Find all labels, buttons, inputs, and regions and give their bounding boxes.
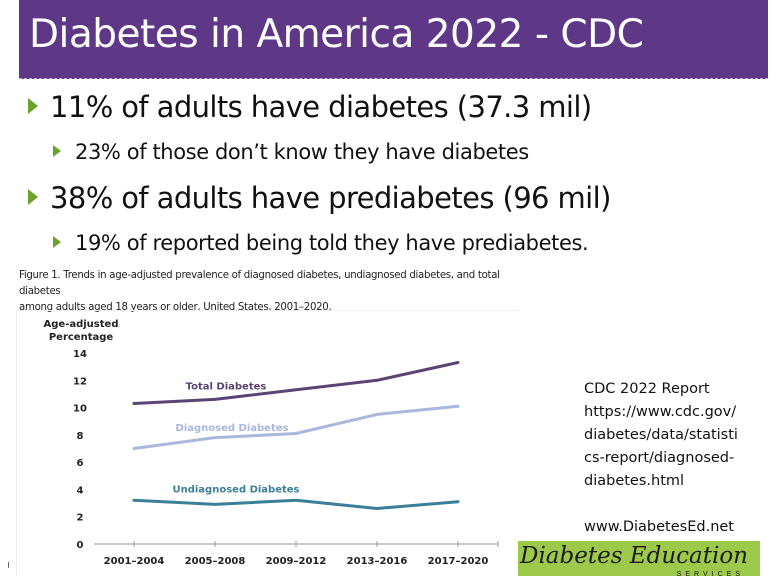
source-link[interactable]: diabetes.html [584,470,764,493]
y-axis-label: Percentage [49,332,114,343]
source-citation: CDC 2022 Report https://www.cdc.gov/ dia… [584,378,764,539]
stray-mark [8,562,9,568]
website-link[interactable]: www.DiabetesEd.net [584,516,764,539]
y-tick-label: 6 [77,458,84,469]
series-line-0 [134,363,458,404]
source-line: CDC 2022 Report [584,378,764,401]
x-tick-label: 2013–2016 [347,556,408,567]
x-tick-label: 2005–2008 [185,556,246,567]
x-tick-label: 2017–2020 [428,556,489,567]
y-tick-label: 2 [77,513,84,524]
source-link[interactable]: https://www.cdc.gov/ [584,401,764,424]
y-tick-label: 0 [77,540,84,551]
y-tick-label: 12 [73,376,87,387]
logo-text: Diabetes Education [520,543,748,569]
source-link[interactable]: cs-report/diagnosed- [584,447,764,470]
y-tick-label: 8 [77,431,84,442]
y-tick-label: 4 [77,485,84,496]
series-line-2 [134,500,458,508]
source-link[interactable]: diabetes/data/statisti [584,424,764,447]
x-tick-label: 2001–2004 [104,556,165,567]
series-label: Diagnosed Diabetes [176,423,289,434]
series-label: Total Diabetes [186,381,267,392]
x-tick-label: 2009–2012 [266,556,327,567]
series-label: Undiagnosed Diabetes [172,484,299,495]
y-axis-label: Age-adjusted [44,319,119,330]
diabetes-education-logo: Diabetes Education SERVICES [518,541,760,576]
y-tick-label: 10 [73,404,87,415]
logo-subtext: SERVICES [677,571,744,578]
y-tick-label: 14 [73,349,87,360]
